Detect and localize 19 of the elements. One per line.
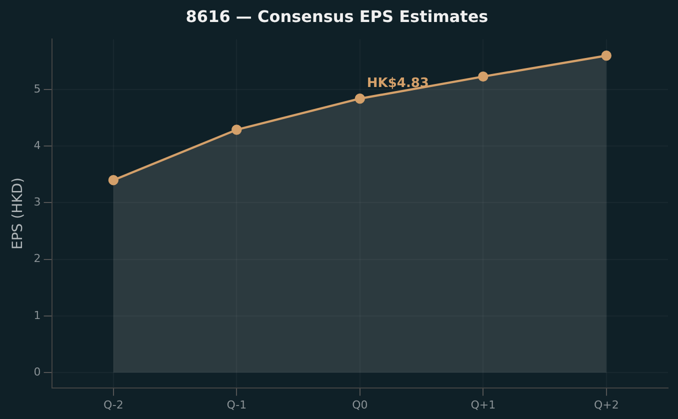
x-tick-label: Q+2	[594, 398, 619, 412]
point	[601, 50, 612, 61]
y-tick-label: 3	[34, 196, 41, 209]
y-tick-label: 1	[34, 308, 41, 322]
point	[478, 71, 488, 82]
point	[108, 175, 119, 186]
x-tick-label: Q0	[352, 398, 368, 412]
point	[232, 124, 242, 135]
x-tick-label: Q-2	[103, 398, 124, 412]
y-axis-title: EPS (HKD)	[10, 177, 26, 250]
point	[354, 94, 365, 104]
y-tick-label: 5	[34, 82, 41, 96]
y-tick-label: 0	[34, 365, 41, 378]
y-tick-label: 4	[34, 139, 41, 152]
annotation: HK$4.83	[366, 76, 429, 92]
chart-title: 8616 — Consensus EPS Estimates	[186, 6, 488, 26]
x-tick-label: Q+1	[470, 398, 496, 412]
x-tick-label: Q-1	[226, 398, 247, 412]
y-tick-label: 2	[34, 252, 41, 266]
